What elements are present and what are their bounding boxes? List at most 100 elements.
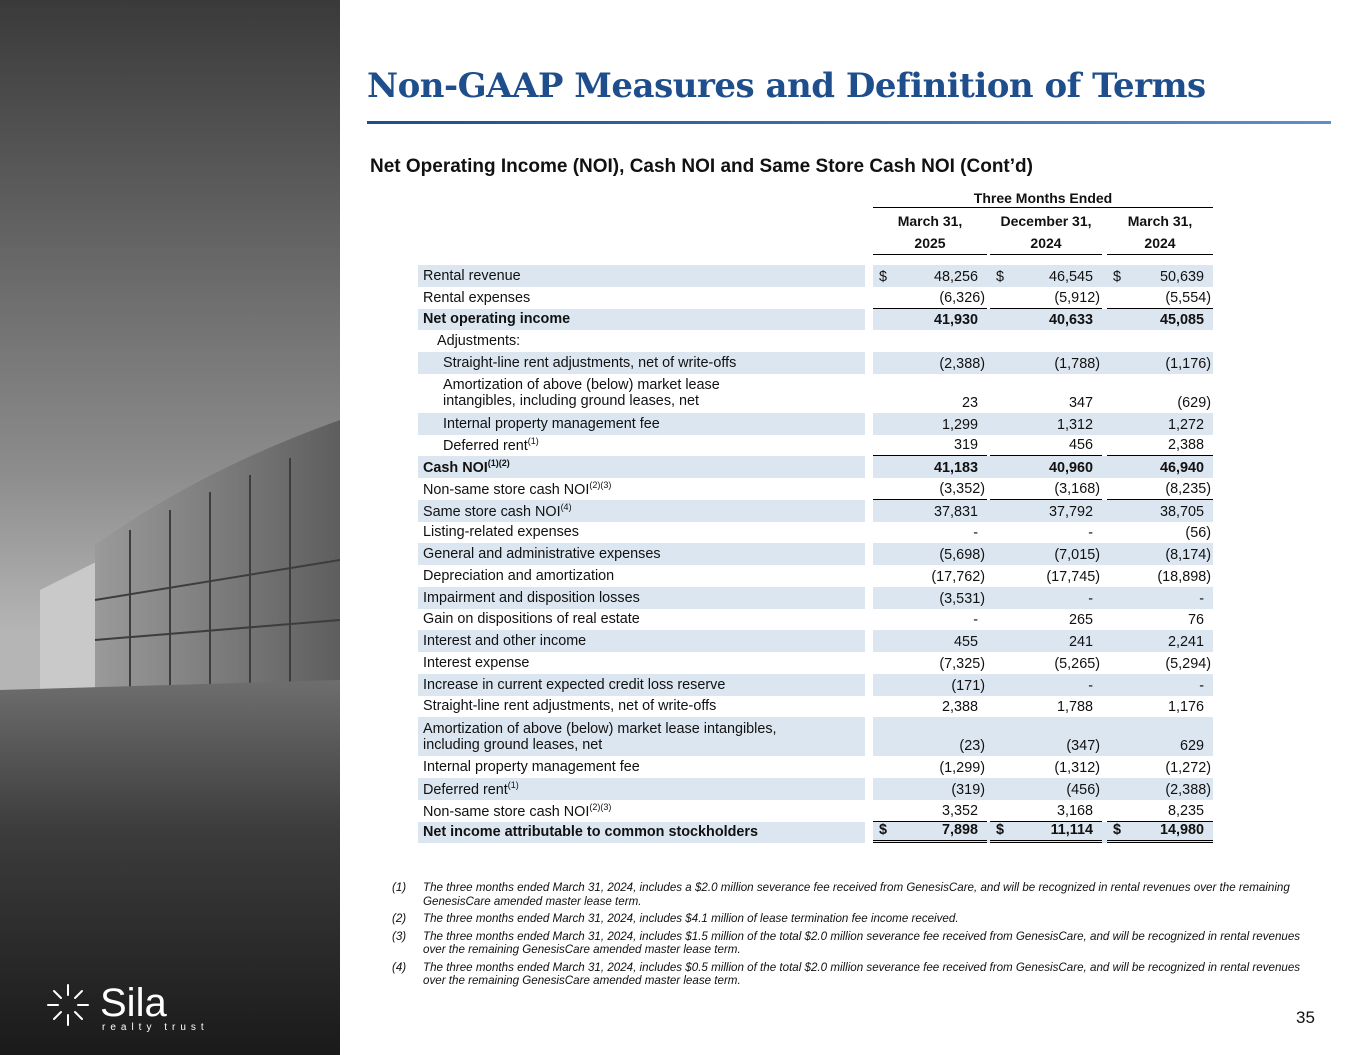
row-values: (171) - - [873,673,1213,696]
row-label: Non-same store cash NOI(2)(3) [418,800,865,822]
currency: $ [879,268,888,285]
table-row: Increase in current expected credit loss… [418,673,1213,696]
row-values: (17,762) (17,745) (18,898) [873,565,1213,587]
footnote-marker: (1) [392,881,407,894]
row-label-line: Internal property management fee [423,759,865,775]
value: 38,705 [1159,503,1204,520]
gap [865,587,873,609]
value: 3,168 [1056,802,1093,819]
column-year: 2024 [1030,235,1062,251]
row-label-text: Listing-related expenses [423,524,579,541]
value: (17,745) [1046,568,1100,585]
column-year: 2025 [914,235,946,251]
row-label-line: Amortization of above (below) market lea… [443,377,720,394]
row-label-line: Increase in current expected credit loss… [423,677,865,693]
column-header: December 31, 2024 [990,208,1102,255]
gap [865,696,873,718]
value-cell: (56) [1107,522,1213,544]
row-label-line: Deferred rent(1) [423,780,865,798]
row-label-text: Gain on dispositions of real estate [423,611,640,628]
footnote: (3) The three months ended March 31, 2024… [392,930,1307,957]
gap [865,609,873,631]
row-label-text: Deferred rent [423,781,508,798]
gap [865,630,873,652]
value: (347) [1066,738,1100,755]
footnote-ref: (1) [527,436,539,447]
value-cell: 37,831 [873,500,987,522]
value-cell: 41,930 [873,309,987,331]
gap [865,309,873,331]
column-headers: March 31, 2025 December 31, 2024 March 31, 20… [873,208,1213,255]
row-label: Cash NOI(1)(2) [418,456,865,478]
row-label: Interest and other income [418,630,865,652]
footnote-text: The three months ended March 31, 2024, i… [423,881,1290,908]
value-cell: - [1107,587,1213,609]
column-header: March 31, 2024 [1107,208,1213,255]
row-label-text: Rental expenses [423,289,531,306]
table-row: Straight-line rent adjustments, net of w… [418,696,1213,718]
row-label: Increase in current expected credit loss… [418,673,865,696]
footnote: (2) The three months ended March 31, 2024… [392,912,1307,926]
value-cell: (1,788) [990,352,1102,374]
value-cell: 629 [1107,717,1213,756]
gap [865,287,873,309]
value-cell: $14,980 [1107,822,1213,844]
value-cell: $46,545 [990,265,1102,287]
row-values: 3,352 3,168 8,235 [873,800,1213,822]
value: 76 [1187,612,1204,629]
footnote-ref: (2)(3) [589,479,612,490]
gap [865,456,873,478]
row-label: Impairment and disposition losses [418,586,865,609]
value: (5,698) [939,547,985,563]
row-label: Internal property management fee [418,756,865,778]
value: 8,235 [1167,802,1204,819]
footnote-text: The three months ended March 31, 2024, i… [423,912,959,925]
table-header: Three Months Ended March 31, 2025 December… [873,188,1213,255]
row-label: Amortization of above (below) market lea… [418,374,865,413]
table-row: Amortization of above (below) market lea… [418,717,1213,757]
value: 46,545 [1048,268,1093,285]
row-label-line: Impairment and disposition losses [423,590,865,606]
column-year: 2024 [1144,235,1176,251]
row-label-line: Rental revenue [423,268,865,284]
row-label-text: Same store cash NOI [423,503,561,520]
value: 40,633 [1048,312,1093,329]
row-label-line: Deferred rent(1) [443,436,865,454]
value-cell: 41,183 [873,456,987,478]
value: (8,235) [1165,480,1211,497]
gap [865,652,873,674]
value-cell: (3,531) [873,587,987,609]
value-cell: 2,241 [1107,630,1213,652]
row-label-line: General and administrative expenses [423,546,865,562]
value: - [1088,590,1093,607]
value: (5,554) [1165,289,1211,306]
value-cell: 456 [990,435,1102,457]
gap [865,543,873,565]
row-label-text: Non-same store cash NOI [423,803,590,820]
value: 45,085 [1159,312,1204,329]
value: 319 [953,437,978,454]
row-label-text: Interest and other income [423,633,587,650]
row-label: Interest expense [418,652,865,674]
value: (2,388) [1165,781,1211,798]
row-values: 319 456 2,388 [873,435,1213,457]
gap [865,500,873,522]
value-cell: 40,960 [990,456,1102,478]
table-row: General and administrative expenses (5,69… [418,543,1213,565]
row-label-text: Deferred rent [443,438,528,455]
value: (17,762) [931,568,985,585]
table-row: Internal property management fee 1,299 1,3… [418,412,1213,435]
value-cell: (3,168) [990,478,1102,500]
row-values: (319) (456) (2,388) [873,778,1213,800]
value: (629) [1177,394,1211,411]
value: (5,294) [1165,655,1211,672]
value: (1,299) [939,760,985,776]
gap [865,565,873,587]
value-cell: (319) [873,778,987,800]
value-cell: $11,114 [990,822,1102,844]
value: 241 [1068,634,1093,650]
row-label-text: Cash NOI [423,460,488,477]
value: (3,352) [939,480,985,497]
value-cell: 38,705 [1107,500,1213,522]
value-cell: (23) [873,717,987,756]
